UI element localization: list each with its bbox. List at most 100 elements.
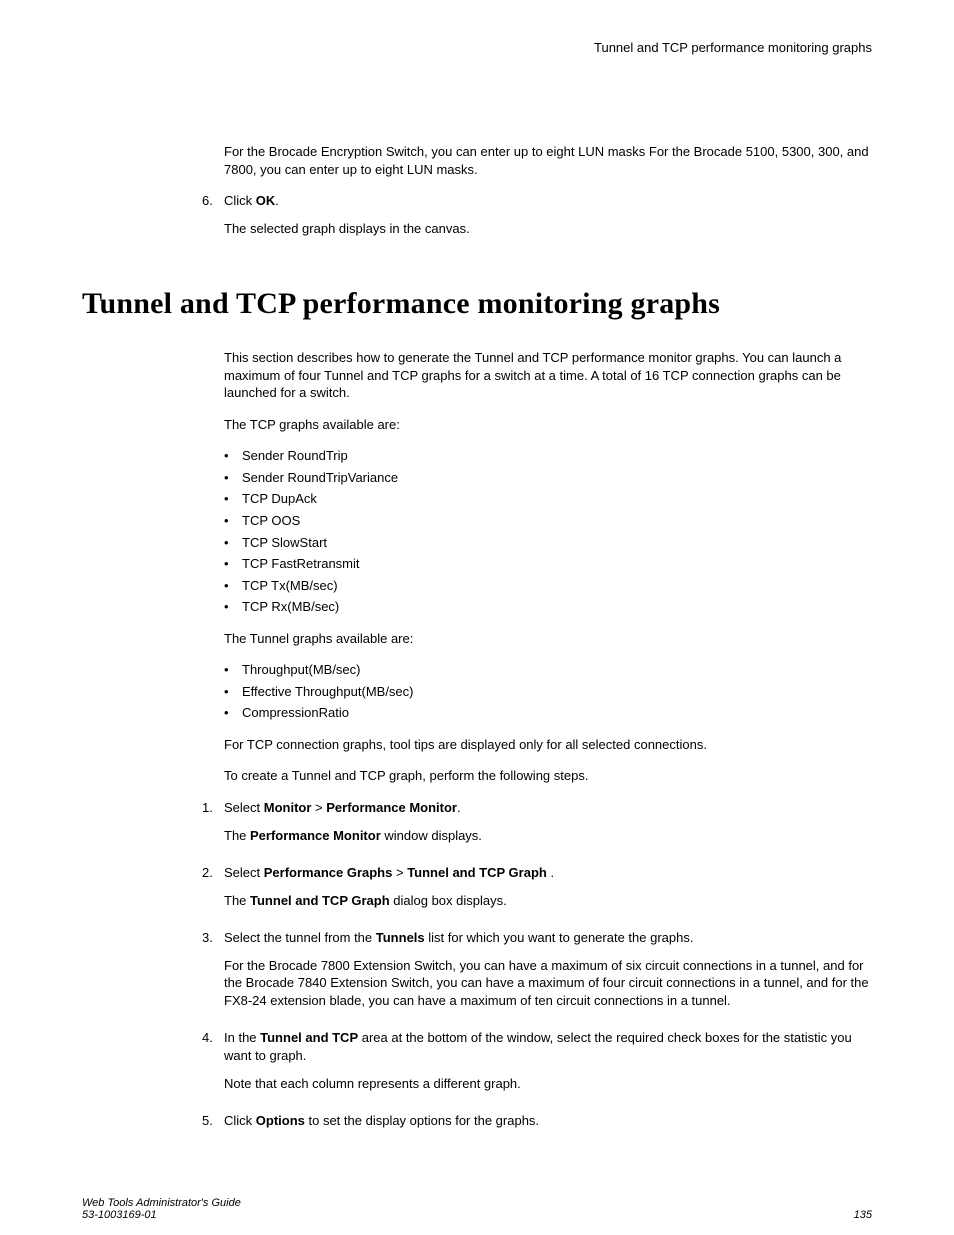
list-item: •TCP OOS — [224, 512, 872, 530]
page-footer: Web Tools Administrator's Guide 53-10031… — [82, 1197, 872, 1221]
step-2-mid: > — [392, 865, 407, 880]
tunnel-lead: The Tunnel graphs available are: — [224, 630, 872, 648]
step-3-post: list for which you want to generate the … — [425, 930, 694, 945]
page: Tunnel and TCP performance monitoring gr… — [0, 0, 954, 1235]
step-6-bold: OK — [256, 193, 276, 208]
step-1-sub-b: Performance Monitor — [250, 828, 381, 843]
step-2: 2. Select Performance Graphs > Tunnel an… — [224, 864, 872, 923]
step-1-mid: > — [311, 800, 326, 815]
step-4-body: In the Tunnel and TCP area at the bottom… — [224, 1029, 872, 1106]
list-item-label: Throughput(MB/sec) — [242, 661, 361, 679]
step-5-body: Click Options to set the display options… — [224, 1112, 872, 1130]
step-6-suffix: . — [275, 193, 279, 208]
tunnel-list: •Throughput(MB/sec) •Effective Throughpu… — [224, 661, 872, 722]
list-item: •TCP DupAck — [224, 490, 872, 508]
step-5-pre: Click — [224, 1113, 256, 1128]
lun-mask-note: For the Brocade Encryption Switch, you c… — [224, 143, 872, 178]
bullet-icon: • — [224, 704, 242, 722]
step-2-number: 2. — [202, 864, 224, 923]
step-4-number: 4. — [202, 1029, 224, 1106]
footer-doc-number: 53-1003169-01 — [82, 1209, 241, 1221]
step-4: 4. In the Tunnel and TCP area at the bot… — [224, 1029, 872, 1106]
list-item-label: Effective Throughput(MB/sec) — [242, 683, 414, 701]
step-1-post: . — [457, 800, 461, 815]
list-item: •Sender RoundTripVariance — [224, 469, 872, 487]
create-lead: To create a Tunnel and TCP graph, perfor… — [224, 767, 872, 785]
step-1-number: 1. — [202, 799, 224, 858]
list-item-label: TCP Rx(MB/sec) — [242, 598, 339, 616]
list-item: •TCP SlowStart — [224, 534, 872, 552]
step-2-sub-b: Tunnel and TCP Graph — [250, 893, 390, 908]
list-item-label: Sender RoundTrip — [242, 447, 348, 465]
list-item: •Throughput(MB/sec) — [224, 661, 872, 679]
intro-para: This section describes how to generate t… — [224, 349, 872, 402]
bullet-icon: • — [224, 447, 242, 465]
bullet-icon: • — [224, 683, 242, 701]
step-2-body: Select Performance Graphs > Tunnel and T… — [224, 864, 872, 923]
step-5: 5. Click Options to set the display opti… — [224, 1112, 872, 1130]
step-1-body: Select Monitor > Performance Monitor. Th… — [224, 799, 872, 858]
list-item: •TCP FastRetransmit — [224, 555, 872, 573]
list-item: •TCP Tx(MB/sec) — [224, 577, 872, 595]
step-1-b1: Monitor — [264, 800, 312, 815]
step-3-sub: For the Brocade 7800 Extension Switch, y… — [224, 957, 872, 1010]
section-title: Tunnel and TCP performance monitoring gr… — [82, 287, 872, 321]
step-2-post: . — [547, 865, 554, 880]
step-6-number: 6. — [202, 192, 224, 251]
step-1-sub-post: window displays. — [381, 828, 482, 843]
top-content: For the Brocade Encryption Switch, you c… — [224, 143, 872, 251]
tooltip-note: For TCP connection graphs, tool tips are… — [224, 736, 872, 754]
step-3-number: 3. — [202, 929, 224, 1023]
footer-left: Web Tools Administrator's Guide 53-10031… — [82, 1197, 241, 1221]
main-content: This section describes how to generate t… — [224, 349, 872, 1129]
list-item: •Sender RoundTrip — [224, 447, 872, 465]
list-item-label: TCP FastRetransmit — [242, 555, 360, 573]
list-item-label: TCP OOS — [242, 512, 300, 530]
step-1: 1. Select Monitor > Performance Monitor.… — [224, 799, 872, 858]
list-item-label: TCP Tx(MB/sec) — [242, 577, 338, 595]
step-3-pre: Select the tunnel from the — [224, 930, 376, 945]
footer-page-number: 135 — [854, 1209, 872, 1221]
bullet-icon: • — [224, 512, 242, 530]
step-3-body: Select the tunnel from the Tunnels list … — [224, 929, 872, 1023]
step-5-number: 5. — [202, 1112, 224, 1130]
step-3: 3. Select the tunnel from the Tunnels li… — [224, 929, 872, 1023]
list-item-label: TCP SlowStart — [242, 534, 327, 552]
step-6: 6. Click OK. The selected graph displays… — [224, 192, 872, 251]
step-1-sub-pre: The — [224, 828, 250, 843]
bullet-icon: • — [224, 490, 242, 508]
list-item-label: CompressionRatio — [242, 704, 349, 722]
list-item: •Effective Throughput(MB/sec) — [224, 683, 872, 701]
step-3-b1: Tunnels — [376, 930, 425, 945]
bullet-icon: • — [224, 661, 242, 679]
step-2-pre: Select — [224, 865, 264, 880]
step-1-pre: Select — [224, 800, 264, 815]
step-6-body: Click OK. The selected graph displays in… — [224, 192, 872, 251]
step-6-prefix: Click — [224, 193, 256, 208]
bullet-icon: • — [224, 534, 242, 552]
step-2-sub-post: dialog box displays. — [390, 893, 507, 908]
list-item: •TCP Rx(MB/sec) — [224, 598, 872, 616]
list-item-label: TCP DupAck — [242, 490, 317, 508]
running-head: Tunnel and TCP performance monitoring gr… — [82, 40, 872, 55]
step-1-b2: Performance Monitor — [326, 800, 457, 815]
step-4-b1: Tunnel and TCP — [260, 1030, 358, 1045]
step-2-sub-pre: The — [224, 893, 250, 908]
step-2-sub: The Tunnel and TCP Graph dialog box disp… — [224, 892, 872, 910]
step-2-b1: Performance Graphs — [264, 865, 393, 880]
step-1-sub: The Performance Monitor window displays. — [224, 827, 872, 845]
bullet-icon: • — [224, 598, 242, 616]
step-4-pre: In the — [224, 1030, 260, 1045]
step-4-sub: Note that each column represents a diffe… — [224, 1075, 872, 1093]
list-item: •CompressionRatio — [224, 704, 872, 722]
step-5-b1: Options — [256, 1113, 305, 1128]
footer-guide-title: Web Tools Administrator's Guide — [82, 1197, 241, 1209]
tcp-list: •Sender RoundTrip •Sender RoundTripVaria… — [224, 447, 872, 615]
step-6-sub: The selected graph displays in the canva… — [224, 220, 872, 238]
bullet-icon: • — [224, 469, 242, 487]
tcp-lead: The TCP graphs available are: — [224, 416, 872, 434]
list-item-label: Sender RoundTripVariance — [242, 469, 398, 487]
step-2-b2: Tunnel and TCP Graph — [407, 865, 547, 880]
bullet-icon: • — [224, 577, 242, 595]
step-5-post: to set the display options for the graph… — [305, 1113, 539, 1128]
